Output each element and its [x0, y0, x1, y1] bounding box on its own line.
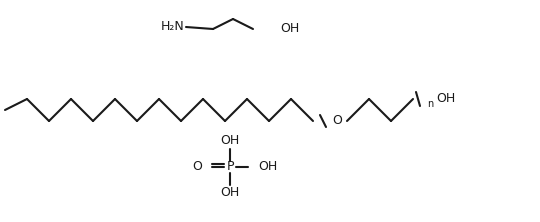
Text: P: P: [226, 161, 234, 174]
Text: OH: OH: [258, 161, 277, 174]
Text: H₂N: H₂N: [161, 20, 185, 34]
Text: OH: OH: [220, 135, 240, 147]
Text: OH: OH: [436, 93, 455, 105]
Text: OH: OH: [220, 186, 240, 200]
Text: n: n: [427, 99, 433, 109]
Text: O: O: [332, 115, 342, 127]
Text: OH: OH: [280, 22, 299, 36]
Text: O: O: [192, 161, 202, 174]
